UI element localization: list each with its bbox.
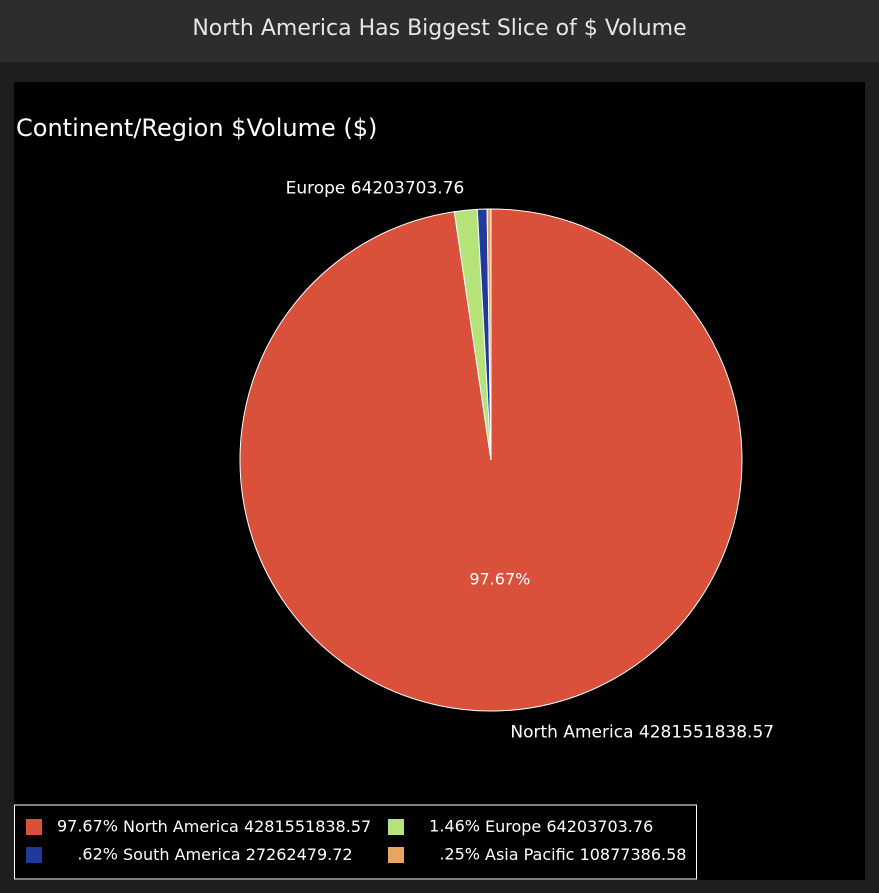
legend-category: Europe	[485, 817, 541, 836]
slice-label-category: North America	[510, 722, 633, 742]
legend-label: South America 27262479.72	[123, 845, 353, 864]
legend-percent: .25%	[439, 845, 480, 864]
slice-label: Europe 64203703.76	[286, 178, 465, 198]
legend: 97.67% North America 4281551838.57 1.46% Eu…	[14, 804, 697, 880]
chart: Continent/Region $Volume ($) 97.67% North…	[14, 82, 865, 880]
panel-header: North America Has Biggest Slice of $ Vol…	[0, 0, 879, 62]
legend-value: 64203703.76	[546, 817, 653, 836]
slice-label-category: Europe	[286, 178, 346, 198]
legend-label: Asia Pacific 10877386.58	[485, 845, 686, 864]
slice-label-value: 4281551838.57	[639, 722, 774, 742]
legend-category: South America	[123, 845, 241, 864]
legend-category: Asia Pacific	[485, 845, 574, 864]
legend-category: North America	[123, 817, 239, 836]
legend-value: 10877386.58	[580, 845, 687, 864]
legend-swatch	[26, 847, 42, 863]
legend-label: Europe 64203703.76	[485, 817, 653, 836]
legend-percent: .62%	[77, 845, 118, 864]
slice-label-value: 64203703.76	[351, 178, 465, 198]
chart-title: Continent/Region $Volume ($)	[16, 114, 377, 142]
legend-label: North America 4281551838.57	[123, 817, 371, 836]
legend-value: 27262479.72	[246, 845, 353, 864]
pie-slice	[486, 208, 492, 461]
legend-percent: 1.46%	[429, 817, 480, 836]
legend-swatch	[388, 847, 404, 863]
slice-percent-label: 97.67%	[469, 570, 530, 589]
slice-label: North America 4281551838.57	[510, 722, 774, 742]
legend-swatch	[388, 819, 404, 835]
legend-box	[14, 804, 697, 880]
legend-percent: 97.67%	[57, 817, 118, 836]
legend-value: 4281551838.57	[244, 817, 371, 836]
legend-swatch	[26, 819, 42, 835]
